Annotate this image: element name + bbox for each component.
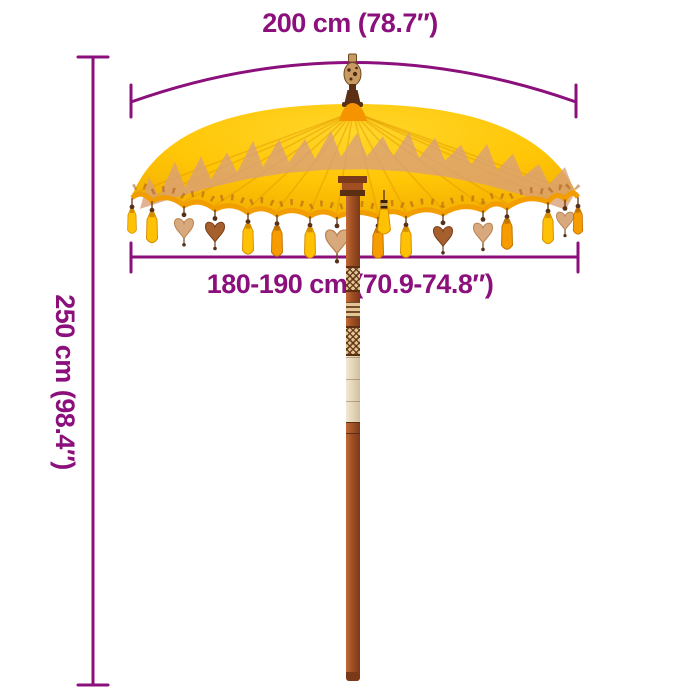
pole-section: [346, 318, 360, 326]
inner-tassel: [376, 190, 392, 235]
tassel-ornament: [145, 201, 159, 244]
heart-ornament: [324, 216, 350, 264]
canopy: [127, 104, 584, 264]
canopy-collar: [339, 103, 367, 121]
heart-ornament: [204, 209, 226, 251]
heart-ornament: [432, 213, 454, 255]
pole-joint-sleeve: [346, 356, 360, 422]
heart-ornament: [555, 199, 575, 238]
finial: [342, 53, 363, 107]
pole-carved-band-1: [346, 266, 360, 292]
tassel-ornament: [500, 207, 514, 250]
tassel-ornament: [572, 197, 584, 235]
pole-bottom-tip: [346, 672, 360, 681]
tassel-ornament: [127, 197, 137, 234]
pole-carved-band-2: [346, 302, 360, 318]
pole-joint-ring: [346, 422, 360, 434]
parasol-pole: [346, 196, 360, 681]
top-width-label: 200 cm (78.7″): [262, 8, 438, 38]
heart-ornament: [173, 205, 195, 247]
canopy-hub: [338, 176, 367, 196]
pole-lower-section: [346, 434, 360, 672]
tassel-ornament: [541, 202, 555, 245]
pole-upper-section: [346, 196, 360, 266]
tassel-ornament: [303, 216, 317, 259]
canopy-painted-pattern: [140, 130, 575, 210]
tassel-ornament: [399, 215, 413, 258]
tassel-ornament: [241, 212, 255, 255]
height-label: 250 cm (98.4″): [50, 294, 80, 470]
pole-carved-band-3: [346, 326, 360, 356]
pole-section: [346, 292, 360, 302]
tassel-ornament: [270, 214, 284, 257]
heart-ornament: [472, 210, 494, 252]
